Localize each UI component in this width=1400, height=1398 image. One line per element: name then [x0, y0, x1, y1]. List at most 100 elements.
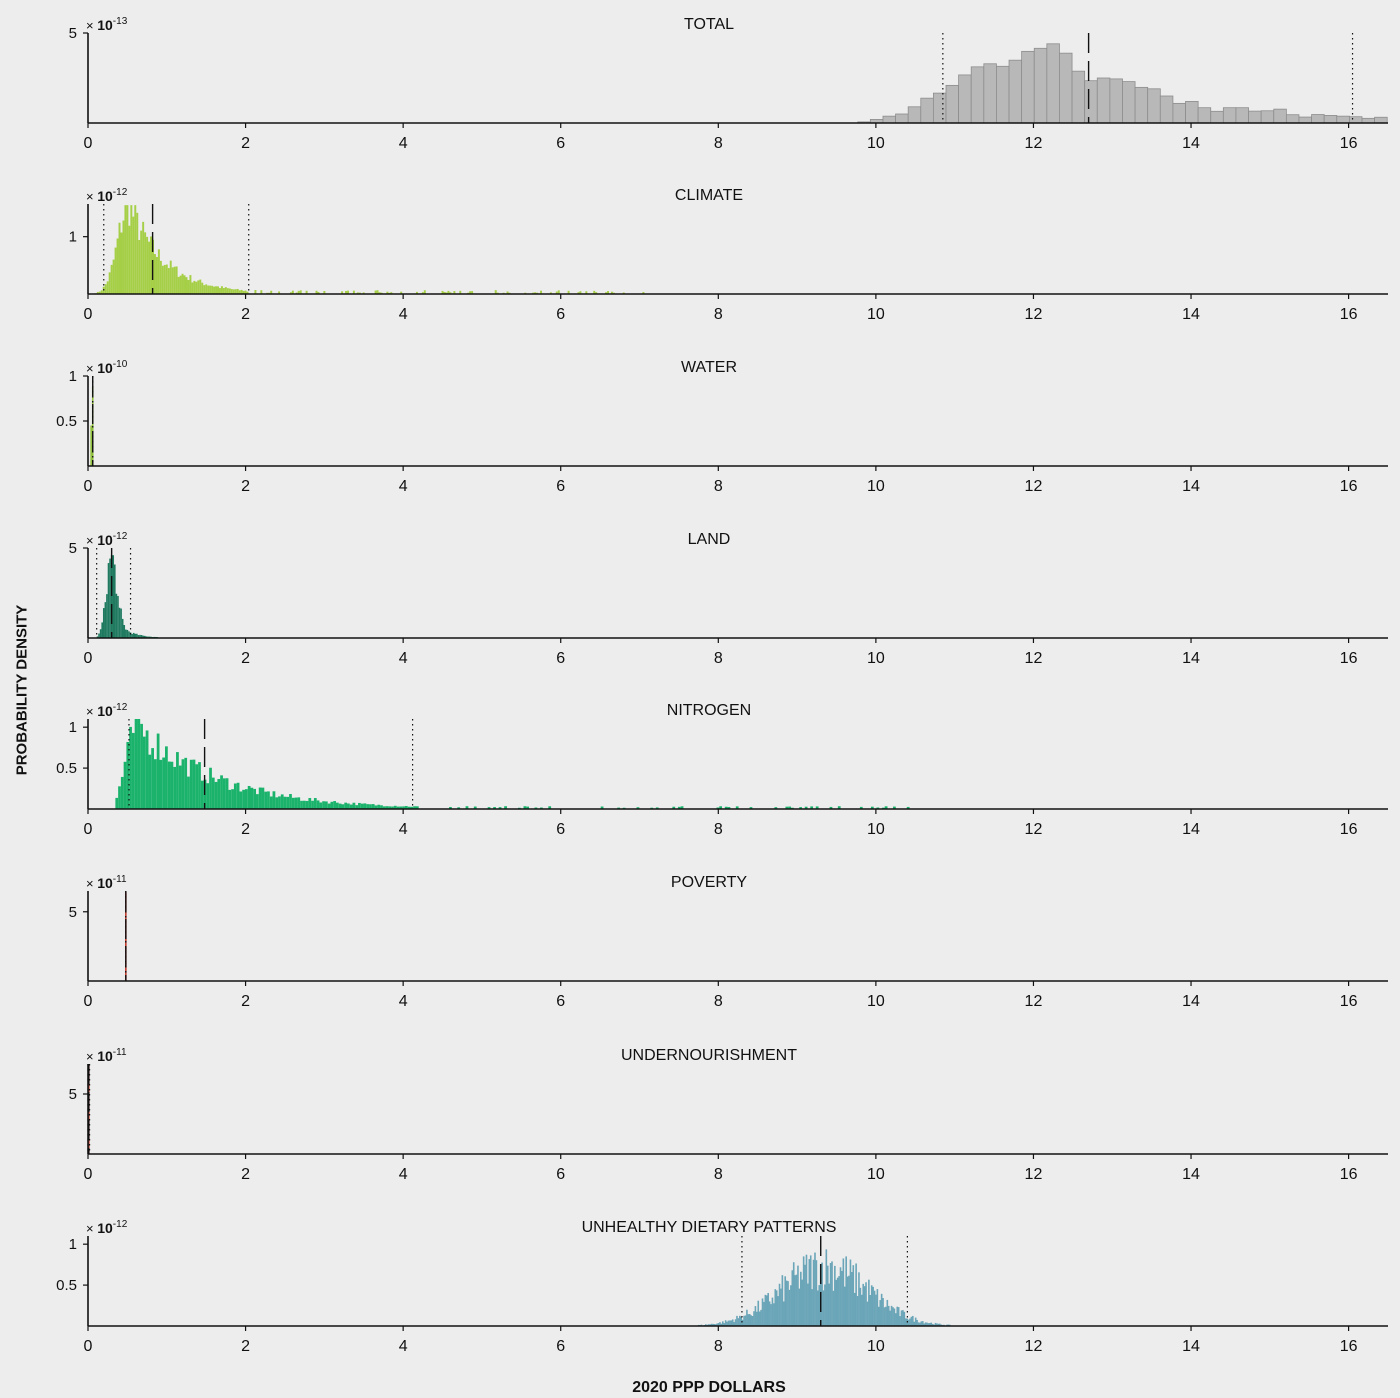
- histogram-bar: [768, 1301, 771, 1326]
- histogram-bar: [238, 290, 241, 294]
- histogram-bar: [724, 806, 728, 809]
- histogram-bar: [110, 555, 113, 638]
- histogram-bar: [680, 806, 684, 809]
- x-tick-label: 14: [1182, 821, 1200, 838]
- x-tick-label: 2: [241, 1338, 250, 1355]
- histogram-bar: [189, 275, 192, 294]
- histogram-bar: [140, 635, 143, 638]
- histogram-bar: [170, 761, 174, 809]
- histogram-bar: [970, 66, 985, 124]
- histogram-bar: [275, 797, 279, 809]
- histogram-bar: [842, 1258, 845, 1326]
- histogram-bar: [335, 802, 339, 809]
- histogram-bar: [851, 1272, 853, 1326]
- histogram-bar: [487, 807, 491, 809]
- histogram-bar: [112, 259, 115, 294]
- histogram-bar: [1185, 101, 1199, 124]
- scale-base: 10: [97, 17, 113, 33]
- histogram-bar: [907, 106, 922, 124]
- histogram-bar: [115, 797, 119, 809]
- histogram-bar: [926, 1322, 928, 1326]
- histogram-bar: [242, 290, 245, 294]
- histogram-bar: [593, 290, 596, 294]
- histogram-bar: [179, 275, 182, 294]
- histogram-bar: [220, 775, 223, 809]
- x-tick-label: 2: [241, 993, 250, 1010]
- histogram-bar: [130, 205, 133, 294]
- x-tick-label: 14: [1182, 650, 1200, 667]
- histogram-bar: [222, 778, 226, 809]
- histogram-bar: [165, 264, 168, 294]
- histogram-bar: [101, 622, 103, 638]
- histogram-bar: [761, 1298, 764, 1326]
- histogram-bar: [203, 285, 206, 294]
- histogram-bar: [750, 1315, 752, 1326]
- histogram-bar: [734, 1319, 737, 1326]
- histogram-bar: [441, 290, 444, 294]
- histogram-bar: [447, 290, 450, 294]
- histogram-bar: [895, 1313, 897, 1326]
- histogram-bar: [795, 1274, 798, 1326]
- histogram-bar: [114, 247, 117, 294]
- histogram-bar: [443, 291, 446, 294]
- histogram-bar: [1210, 110, 1224, 124]
- x-tick-label: 2: [241, 478, 250, 495]
- histogram-bar: [150, 236, 153, 294]
- histogram-bar: [712, 1323, 714, 1326]
- histogram-bar: [366, 804, 370, 809]
- histogram-bar: [493, 807, 496, 809]
- histogram-bar: [919, 1322, 921, 1326]
- histogram-bar: [253, 788, 257, 809]
- histogram-bar: [757, 1300, 760, 1326]
- x-tick-label: 12: [1025, 1166, 1043, 1183]
- histogram-bar: [1084, 80, 1098, 124]
- histogram-bar: [764, 1294, 767, 1326]
- histogram-bar: [195, 281, 198, 294]
- histogram-bar: [932, 92, 947, 124]
- histogram-bar: [465, 806, 469, 809]
- histogram-bar: [863, 1286, 866, 1326]
- histogram-bar: [137, 719, 141, 809]
- histogram-bar: [167, 268, 170, 294]
- histogram-bar: [862, 1283, 865, 1326]
- histogram-bar: [887, 1305, 890, 1326]
- histogram-bar: [1298, 116, 1312, 124]
- histogram-bar: [800, 1271, 802, 1326]
- histogram-bar: [855, 1263, 857, 1326]
- histogram-bar: [415, 806, 419, 809]
- x-tick-label: 16: [1340, 478, 1358, 495]
- histogram-bar: [376, 290, 379, 294]
- histogram-bar: [810, 806, 814, 809]
- histogram-bar: [893, 806, 896, 809]
- histogram-bar: [291, 290, 294, 294]
- histogram-bar: [231, 789, 234, 809]
- histogram-bar: [140, 230, 143, 294]
- histogram-bar: [923, 1323, 925, 1326]
- histogram-bar: [407, 806, 411, 809]
- x-tick-label: 8: [714, 306, 723, 323]
- histogram-bar: [804, 806, 808, 809]
- histogram-bar: [811, 1289, 813, 1326]
- histogram-bar: [812, 1259, 815, 1326]
- histogram-bar: [1147, 88, 1161, 124]
- histogram-bar: [860, 1294, 863, 1326]
- histogram-bar: [222, 288, 225, 294]
- histogram-bar: [1285, 114, 1300, 124]
- histogram-bar: [740, 1316, 743, 1326]
- histogram-bar: [225, 778, 229, 809]
- histogram-bar: [896, 1306, 899, 1326]
- histogram-bar: [774, 1289, 777, 1326]
- histogram-bar: [360, 803, 364, 809]
- histogram-bar: [181, 273, 184, 294]
- histogram-bar: [737, 1318, 740, 1326]
- histogram-bar: [120, 776, 124, 809]
- histogram-bar: [214, 781, 218, 809]
- scale-exponent: -13: [113, 16, 128, 27]
- histogram-bar: [148, 241, 151, 294]
- histogram-bar: [132, 216, 135, 294]
- histogram-bar: [197, 280, 200, 294]
- histogram-bar: [267, 791, 270, 809]
- histogram-bar: [747, 1314, 750, 1326]
- histogram-bar: [937, 1323, 940, 1326]
